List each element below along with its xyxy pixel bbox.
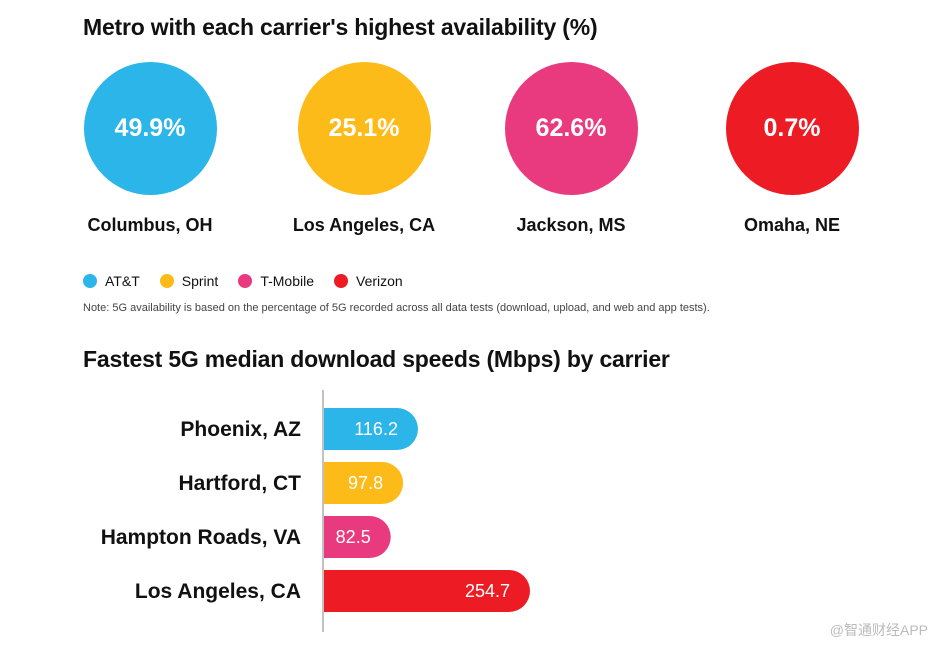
bar-category-label: Hartford, CT (179, 472, 302, 495)
legend-dot-att (83, 274, 97, 288)
bar-value-label: 254.7 (465, 581, 510, 601)
legend-label-verizon: Verizon (356, 273, 403, 289)
legend-item-att: AT&T (83, 273, 140, 289)
legend-item-sprint: Sprint (159, 273, 219, 289)
legend-label-att: AT&T (105, 273, 140, 289)
bar-verizon (324, 570, 530, 612)
bar-value-label: 116.2 (354, 419, 398, 439)
availability-item-sprint: 25.1% Los Angeles, CA (264, 62, 464, 236)
availability-item-verizon: 0.7% Omaha, NE (692, 62, 892, 236)
bar-category-label: Hampton Roads, VA (101, 526, 301, 549)
availability-metro-sprint: Los Angeles, CA (292, 215, 436, 235)
download-chart-title: Fastest 5G median download speeds (Mbps)… (83, 346, 670, 372)
availability-note: Note: 5G availability is based on the pe… (83, 302, 710, 314)
legend-dot-tmobile (238, 274, 253, 288)
bar-category-label: Los Angeles, CA (135, 580, 301, 603)
availability-circle-verizon: 0.7% (725, 62, 859, 195)
legend-item-tmobile: T-Mobile (238, 273, 314, 289)
legend-label-sprint: Sprint (181, 273, 219, 289)
legend-label-tmobile: T-Mobile (260, 273, 315, 289)
availability-metro-verizon: Omaha, NE (743, 215, 841, 235)
watermark: @智通财经APP (829, 622, 928, 638)
availability-circle-sprint: 25.1% (297, 62, 431, 195)
bar-att (324, 408, 418, 450)
bar-value-label: 97.8 (348, 473, 383, 493)
availability-circle-att: 49.9% (83, 62, 217, 195)
availability-chart-title: Metro with each carrier's highest availa… (83, 14, 598, 40)
bar-category-label: Phoenix, AZ (180, 418, 301, 441)
availability-circle-tmobile: 62.6% (504, 62, 638, 195)
bar-tmobile (324, 516, 391, 558)
availability-metro-att: Columbus, OH (87, 215, 213, 235)
carrier-legend: AT&T Sprint T-Mobile Verizon (83, 273, 423, 289)
availability-item-tmobile: 62.6% Jackson, MS (471, 62, 671, 236)
legend-dot-verizon (334, 274, 349, 288)
availability-metro-tmobile: Jackson, MS (516, 215, 626, 235)
bar-value-label: 82.5 (336, 527, 371, 547)
legend-item-verizon: Verizon (334, 273, 403, 289)
availability-item-att: 49.9% Columbus, OH (50, 62, 250, 236)
bar-sprint (324, 462, 404, 504)
legend-dot-sprint (159, 274, 174, 288)
